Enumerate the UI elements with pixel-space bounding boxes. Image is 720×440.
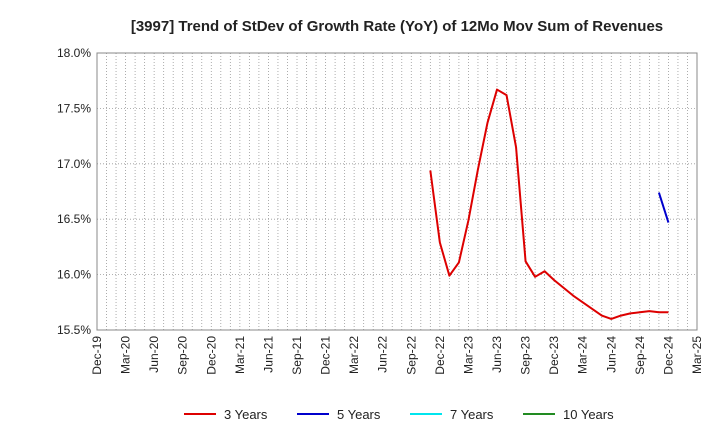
y-axis: 15.5% 16.0% 16.5% 17.0% 17.5% 18.0% <box>57 46 91 337</box>
x-tick-label: Dec-22 <box>433 336 447 375</box>
legend-label-10-years: 10 Years <box>563 407 614 422</box>
y-tick-label: 16.0% <box>57 268 91 282</box>
x-tick-label: Sep-24 <box>633 336 647 375</box>
x-tick-label: Mar-21 <box>233 336 247 374</box>
x-tick-label: Jun-22 <box>376 336 390 373</box>
y-tick-label: 15.5% <box>57 323 91 337</box>
x-tick-label: Sep-23 <box>519 336 533 375</box>
legend-label-7-years: 7 Years <box>450 407 494 422</box>
horizontal-gridlines <box>97 108 697 276</box>
series-line-5-years <box>657 192 670 223</box>
x-tick-label: Dec-23 <box>547 336 561 375</box>
x-tick-label: Dec-20 <box>204 336 218 375</box>
y-tick-label: 17.0% <box>57 157 91 171</box>
y-tick-label: 17.5% <box>57 101 91 115</box>
vertical-gridlines <box>106 53 688 330</box>
legend-label-5-years: 5 Years <box>337 407 381 422</box>
x-tick-label: Mar-24 <box>576 336 590 374</box>
x-tick-label: Jun-24 <box>604 336 618 373</box>
x-tick-label: Dec-24 <box>661 336 675 375</box>
x-tick-label: Sep-21 <box>290 336 304 375</box>
plot-area <box>97 53 697 330</box>
series-layer <box>429 88 670 320</box>
plot-frame <box>96 52 698 331</box>
legend-label-3-years: 3 Years <box>224 407 268 422</box>
series-line-3-years <box>429 88 669 320</box>
x-tick-label: Mar-25 <box>690 336 704 374</box>
chart-title: [3997] Trend of StDev of Growth Rate (Yo… <box>131 18 663 35</box>
x-axis: Dec-19 Mar-20 Jun-20 Sep-20 Dec-20 Mar-21 Jun-… <box>90 336 704 375</box>
x-tick-label: Dec-21 <box>319 336 333 375</box>
y-tick-label: 16.5% <box>57 212 91 226</box>
x-tick-label: Dec-19 <box>90 336 104 375</box>
x-tick-label: Mar-20 <box>119 336 133 374</box>
legend: 3 Years 5 Years 7 Years 10 Years <box>184 407 614 422</box>
x-tick-label: Sep-20 <box>176 336 190 375</box>
y-tick-label: 18.0% <box>57 46 91 60</box>
x-tick-label: Jun-23 <box>490 336 504 373</box>
x-tick-label: Sep-22 <box>404 336 418 375</box>
x-tick-label: Mar-22 <box>347 336 361 374</box>
x-tick-label: Jun-21 <box>261 336 275 373</box>
x-tick-label: Jun-20 <box>147 336 161 373</box>
x-tick-label: Mar-23 <box>461 336 475 374</box>
